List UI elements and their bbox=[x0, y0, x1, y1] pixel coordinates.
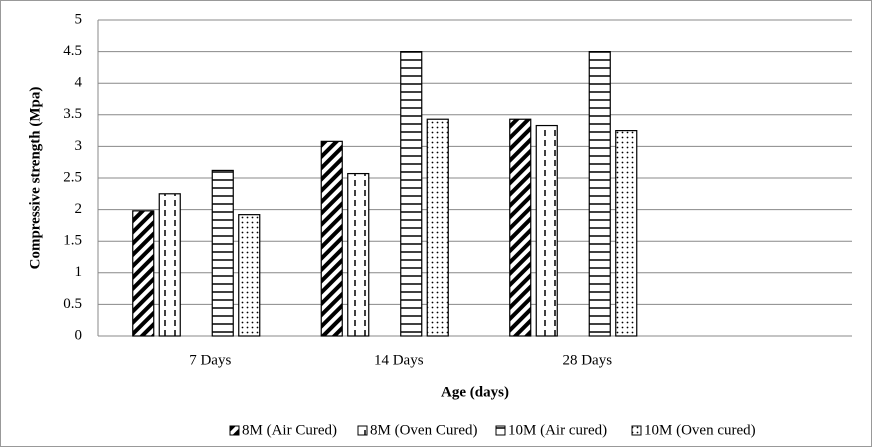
bar bbox=[400, 50, 423, 337]
bar bbox=[535, 124, 558, 337]
legend-marker bbox=[495, 425, 506, 436]
y-tick-label: 3.5 bbox=[63, 106, 82, 122]
bar bbox=[588, 50, 611, 337]
legend-marker bbox=[229, 425, 240, 436]
bar bbox=[509, 118, 532, 337]
bar bbox=[347, 172, 370, 337]
y-tick-label: 4.5 bbox=[63, 43, 82, 59]
legend-label: 8M (Oven Cured) bbox=[370, 422, 477, 438]
y-tick-label: 0 bbox=[75, 327, 83, 343]
y-tick-label: 5 bbox=[75, 11, 83, 27]
bar bbox=[211, 169, 234, 337]
bar bbox=[615, 130, 638, 337]
y-axis-title: Compressive strength (Mpa) bbox=[27, 87, 43, 270]
y-tick-label: 1.5 bbox=[63, 233, 82, 249]
y-tick-label: 0.5 bbox=[63, 296, 82, 312]
x-tick-label: 14 Days bbox=[374, 352, 424, 368]
bar bbox=[158, 193, 181, 337]
legend-label: 10M (Air cured) bbox=[508, 422, 607, 438]
y-tick-label: 3 bbox=[75, 138, 83, 154]
legend-label: 10M (Oven cured) bbox=[644, 422, 756, 438]
bar bbox=[426, 118, 449, 337]
x-tick-label: 7 Days bbox=[189, 352, 231, 368]
legend-marker bbox=[357, 425, 368, 436]
bar bbox=[238, 214, 261, 337]
y-tick-label: 4 bbox=[75, 75, 83, 91]
legend-label: 8M (Air Cured) bbox=[242, 422, 337, 438]
x-axis-title: Age (days) bbox=[441, 384, 509, 400]
bar bbox=[132, 210, 155, 337]
y-tick-label: 2 bbox=[75, 201, 83, 217]
legend-marker bbox=[631, 425, 642, 436]
y-tick-label: 2.5 bbox=[63, 169, 82, 185]
bar bbox=[320, 140, 343, 337]
y-tick-label: 1 bbox=[75, 264, 83, 280]
x-tick-label: 28 Days bbox=[562, 352, 612, 368]
